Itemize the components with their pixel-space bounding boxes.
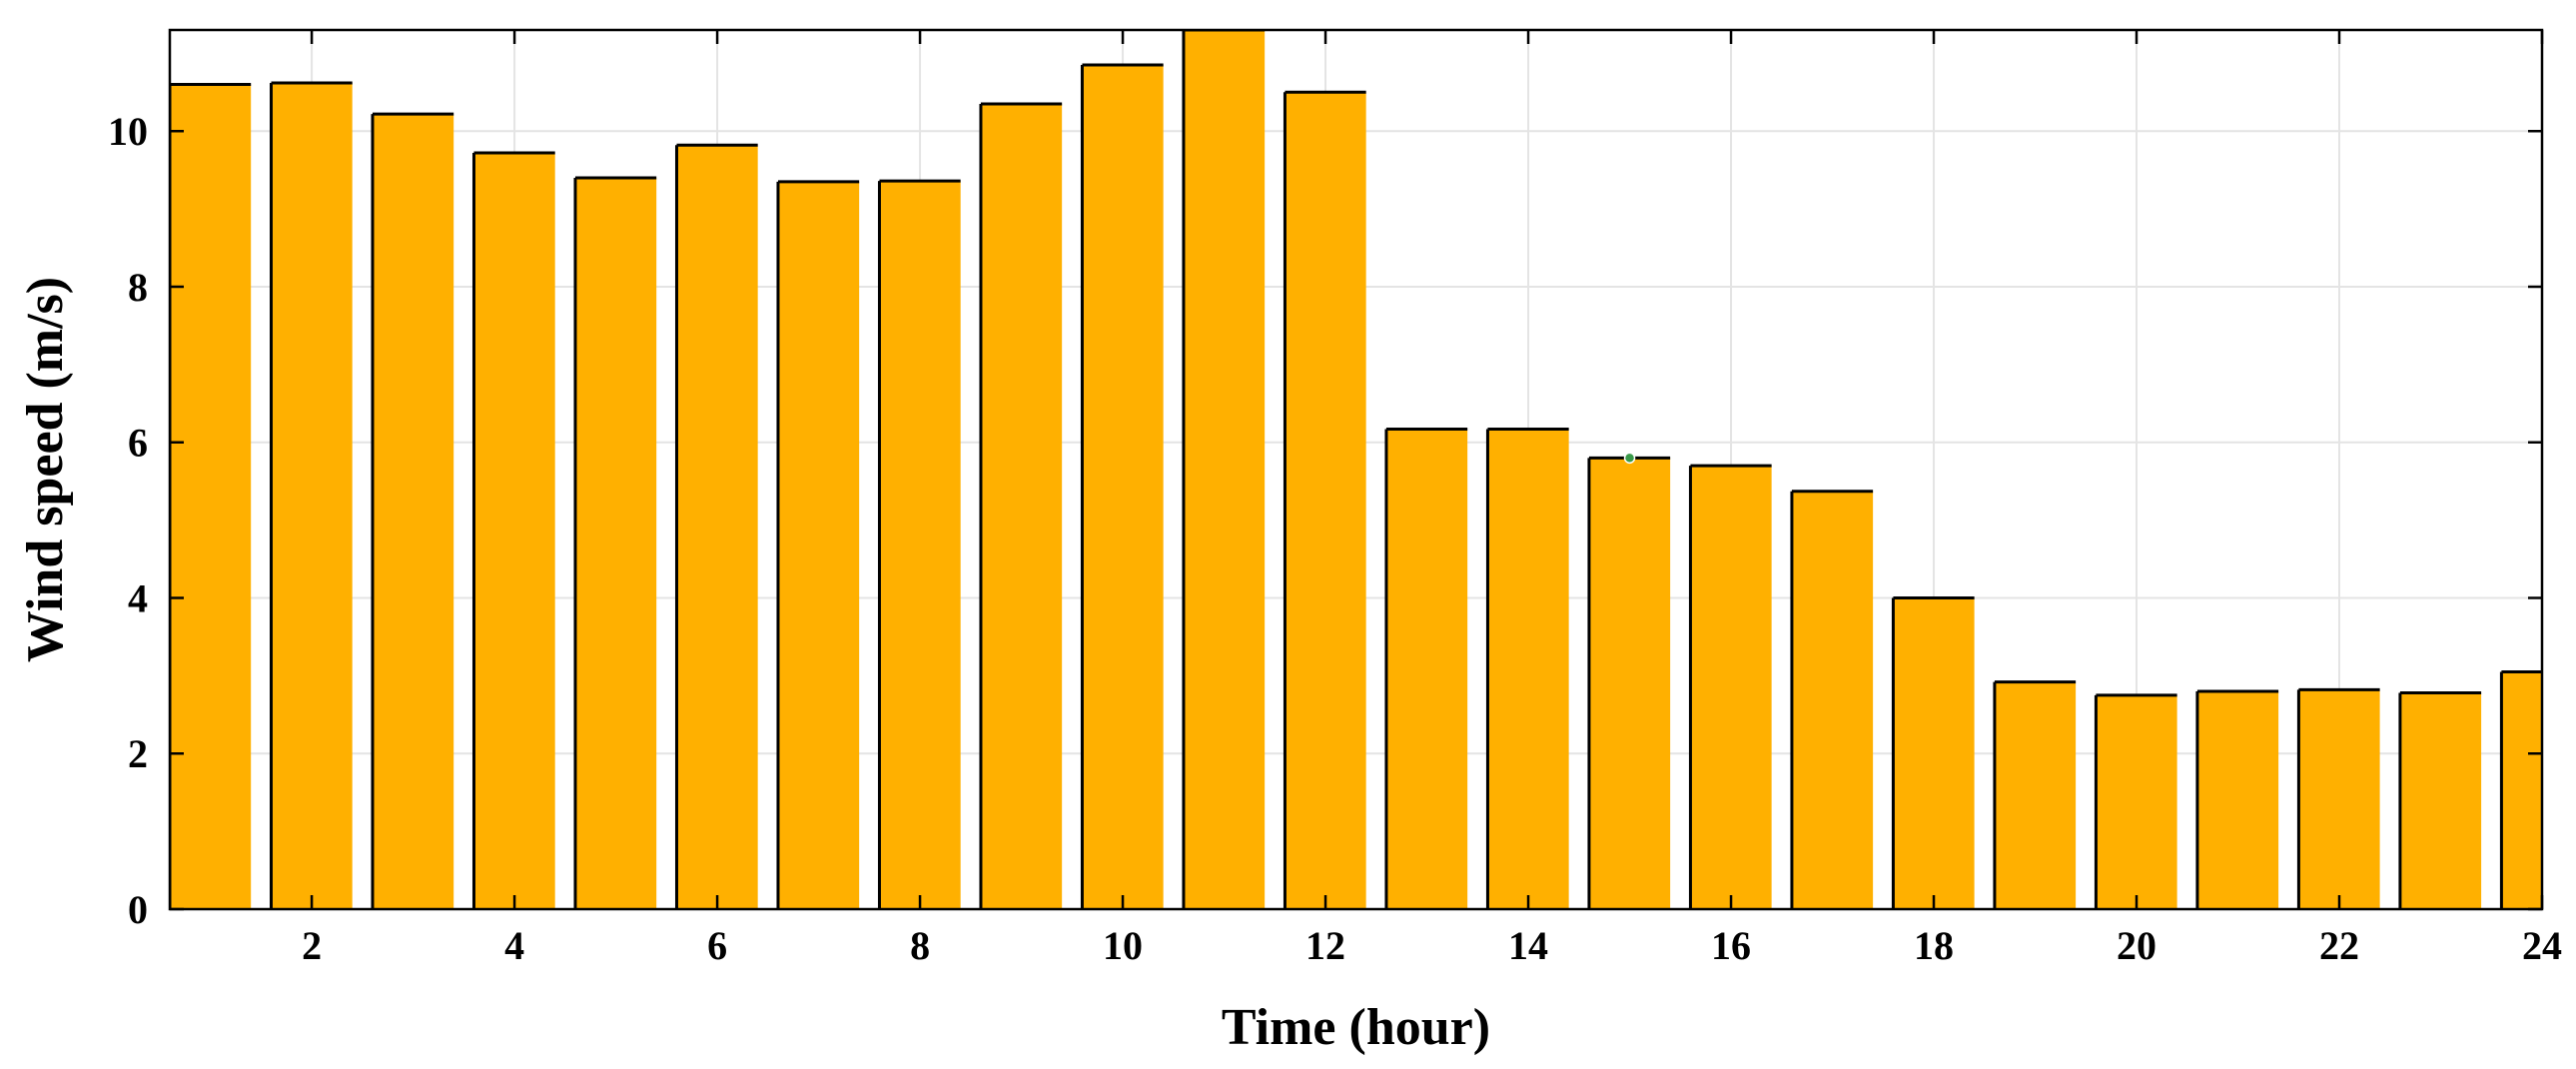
bar-hour-15: [1588, 458, 1671, 909]
bar-hour-23: [2399, 692, 2482, 909]
bars: [170, 30, 2542, 909]
x-tick-label: 4: [504, 923, 524, 968]
bar-hour-7: [777, 181, 860, 909]
bar-hour-10: [1082, 65, 1164, 909]
x-tick-label: 10: [1103, 923, 1143, 968]
x-tick-label: 8: [910, 923, 930, 968]
bar-hour-5: [574, 177, 657, 909]
bar-hour-14: [1487, 429, 1569, 909]
x-tick-label: 12: [1305, 923, 1345, 968]
x-tick-label: 18: [1914, 923, 1954, 968]
x-tick-label: 2: [302, 923, 322, 968]
bar-hour-11: [1183, 30, 1266, 909]
plot-area-frame: [168, 28, 2544, 911]
bar-hour-17: [1791, 491, 1874, 909]
axes: [168, 28, 2544, 911]
bar-hour-12: [1285, 92, 1366, 909]
x-axis-ticks: 2 4 6 8 10 12 14 16 18 20 22 24: [302, 30, 2562, 968]
y-axis-label: Wind speed (m/s): [17, 277, 74, 662]
x-tick-label: 6: [707, 923, 727, 968]
bar-hour-9: [980, 103, 1063, 909]
bar-hour-2: [271, 82, 353, 909]
y-tick-label: 8: [128, 265, 148, 310]
data-marker: [1623, 452, 1636, 465]
bar-hour-24: [2501, 671, 2542, 909]
x-tick-label: 24: [2522, 923, 2562, 968]
y-tick-label: 6: [128, 421, 148, 466]
y-tick-label: 10: [108, 109, 148, 154]
bar-hour-20: [2096, 694, 2177, 909]
bar-hour-4: [473, 153, 555, 909]
y-axis-ticks: 0 2 4 6 8 10: [108, 109, 2542, 932]
bar-hour-13: [1385, 429, 1468, 909]
y-tick-label: 2: [128, 731, 148, 776]
x-tick-label: 22: [2319, 923, 2359, 968]
bar-hour-8: [879, 181, 961, 909]
bar-hour-18: [1893, 597, 1975, 909]
x-tick-label: 14: [1508, 923, 1548, 968]
bar-hour-22: [2298, 689, 2380, 909]
bar-hour-21: [2196, 690, 2279, 909]
x-tick-label: 20: [2117, 923, 2156, 968]
bar-hour-3: [372, 114, 454, 909]
x-axis-label: Time (hour): [1222, 999, 1490, 1056]
y-tick-label: 4: [128, 575, 148, 620]
bar-hour-19: [1994, 681, 2077, 909]
bar-hour-1: [170, 84, 252, 909]
bar-hour-16: [1690, 466, 1772, 909]
y-tick-label: 0: [128, 887, 148, 932]
bar-hour-6: [676, 145, 758, 909]
x-tick-label: 16: [1711, 923, 1751, 968]
